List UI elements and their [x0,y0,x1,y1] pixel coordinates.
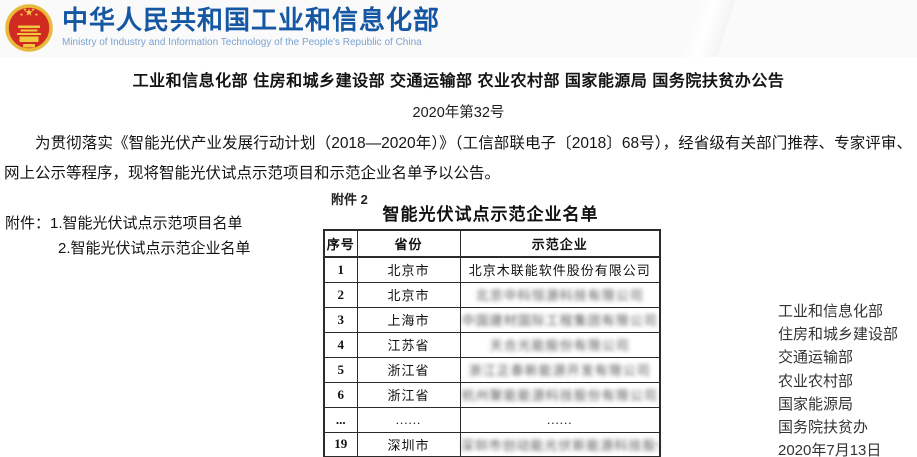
table-cell-comp: 深圳市创动能光伏新能源科技股份有限公司 [459,431,661,457]
annex-label: 附件 2 [331,192,368,207]
table-cell-comp: 中国建材国际工程集团有限公司 [459,306,661,333]
annex-table-title: 智能光伏试点示范企业名单 [382,205,599,224]
header-decoration-stripe [676,0,738,57]
announcement-body: 为贯彻落实《智能光伏产业发展行动计划（2018—2020年）》（工信部联电子〔2… [4,135,912,182]
signature-agency: 农业农村部 [778,372,854,390]
signature-agencies: 工业和信息化部 住房和城乡建设部 交通运输部农业农村部国家能源局国务院扶贫办 [778,300,898,439]
col-header-province: 省份 [356,229,461,258]
table-row: 6 浙江省 杭州聚能能源科技股份有限公司 [323,381,661,408]
table-row: 1 北京市 北京木联能软件股份有限公司 [323,256,661,283]
signature-agency: 交通运输部 [778,349,854,367]
table-cell-num: 3 [323,306,358,333]
table-cell-prov: 上海市 [356,306,461,333]
table-cell-comp: 北京木联能软件股份有限公司 [459,256,661,283]
table-cell-num: 6 [323,381,358,408]
announcement-number: 2020年第32号 [412,105,505,121]
ministry-title-cn: 中华人民共和国工业和信息化部 [62,5,441,35]
attachment-item-2[interactable]: 2.智能光伏试点示范企业名单 [58,240,251,257]
signature-date: 2020年7月13日 [778,442,882,457]
attachments-list: 附件：1.智能光伏试点示范项目名单 2.智能光伏试点示范企业名单 [5,211,251,261]
signature-agency: 工业和信息化部 [778,303,884,320]
table-header-row: 序号 省份 示范企业 [323,229,661,258]
table-cell-num: 19 [323,431,358,457]
table-cell-comp: 浙江正泰新能源开发有限公司 [459,356,661,383]
signature-agency: 住房和城乡建设部 [778,326,899,344]
table-cell-num: ... [323,406,358,433]
table-body: 1 北京市 北京木联能软件股份有限公司 2 北京市 北京中科恒源科技有限公司 3 上海市 中国建… [323,256,661,457]
signature-block: 工业和信息化部 住房和城乡建设部 交通运输部农业农村部国家能源局国务院扶贫办 202… [778,300,898,457]
signature-agency: 国务院扶贫办 [778,419,869,437]
table-row: 5 浙江省 浙江正泰新能源开发有限公司 [323,356,661,383]
table-cell-prov: 北京市 [356,256,461,283]
site-header: 中华人民共和国工业和信息化部 Ministry of Industry and … [0,0,917,57]
table-cell-comp: 北京中科恒源科技有限公司 [459,281,661,308]
announcement-title: 工业和信息化部 住房和城乡建设部 交通运输部 农业农村部 国家能源局 国务院扶贫… [132,73,785,90]
table-cell-prov: 浙江省 [356,381,461,408]
signature-agency: 国家能源局 [778,395,854,413]
attachment-item-1[interactable]: 1.智能光伏试点示范项目名单 [50,215,243,232]
attachments-label: 附件： [5,215,51,232]
col-header-index: 序号 [323,229,358,258]
table-row: ............... [323,406,661,433]
demo-enterprises-table: 序号 省份 示范企业 1 北京市 北京木联能软件股份有限公司 2 北京市 北京中科恒源科技… [323,229,661,457]
table-cell-prov: ...... [356,406,461,433]
attachment-line-1: 附件：1.智能光伏试点示范项目名单 [5,211,251,236]
table-cell-comp: ...... [459,406,661,433]
table-row: 19深圳市深圳市创动能光伏新能源科技股份有限公司 [323,431,661,457]
table-cell-comp: 天合光能股份有限公司 [459,331,661,358]
table-cell-num: 2 [323,281,358,308]
ministry-title-en: Ministry of Industry and Information Tec… [62,37,422,48]
attachment-line-2: 2.智能光伏试点示范企业名单 [5,236,251,261]
national-emblem-logo[interactable] [4,2,54,56]
table-cell-prov: 江苏省 [356,331,461,358]
table-cell-prov: 浙江省 [356,356,461,383]
table-cell-prov: 深圳市 [356,431,461,457]
table-cell-prov: 北京市 [356,281,461,308]
table-cell-num: 4 [323,331,358,358]
table-row: 3 上海市 中国建材国际工程集团有限公司 [323,306,661,333]
table-cell-num: 1 [323,256,358,283]
col-header-company: 示范企业 [459,229,661,258]
table-row: 4 江苏省 天合光能股份有限公司 [323,331,661,358]
table-cell-comp: 杭州聚能能源科技股份有限公司 [459,381,661,408]
table-row: 2 北京市 北京中科恒源科技有限公司 [323,281,661,308]
site-title-block[interactable]: 中华人民共和国工业和信息化部 Ministry of Industry and … [62,5,440,49]
table-cell-num: 5 [323,356,358,383]
